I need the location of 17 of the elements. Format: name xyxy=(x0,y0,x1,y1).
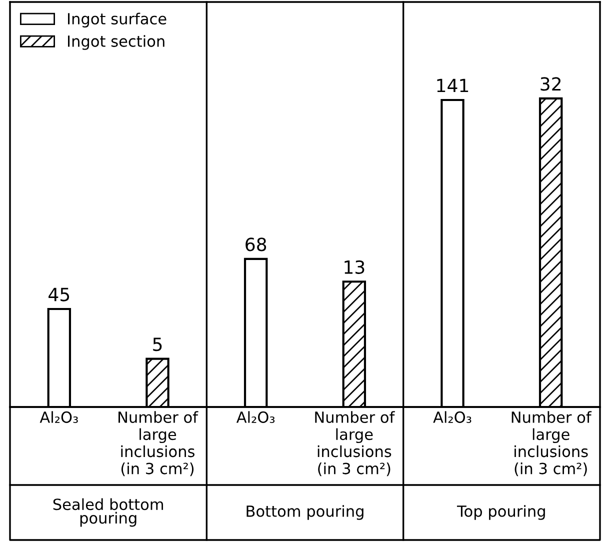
text: Sealed bottom pouring xyxy=(53,498,163,527)
x-tick-label: Number of large inclusions (in 3 cm²) xyxy=(315,411,395,476)
data-label: 141 xyxy=(437,78,468,92)
legend-label: Ingot section xyxy=(68,35,164,50)
x-tick-label: Al₂O₃ xyxy=(236,411,275,423)
data-label: 5 xyxy=(153,338,162,352)
data-label: 68 xyxy=(246,238,266,252)
x-tick-label: Number of large inclusions (in 3 cm²) xyxy=(512,411,592,476)
x-tick-label: Al₂O₃ xyxy=(433,411,472,423)
data-label: 13 xyxy=(344,260,364,274)
data-label: 32 xyxy=(540,77,561,91)
text: Top pouring xyxy=(456,505,545,520)
x-tick-label: Al₂O₃ xyxy=(40,411,78,423)
legend-label: Ingot surface xyxy=(68,12,166,28)
data-label: 45 xyxy=(48,288,70,302)
x-tick-label: Number of large inclusions (in 3 cm²) xyxy=(118,411,198,476)
text: Bottom pouring xyxy=(246,505,364,520)
